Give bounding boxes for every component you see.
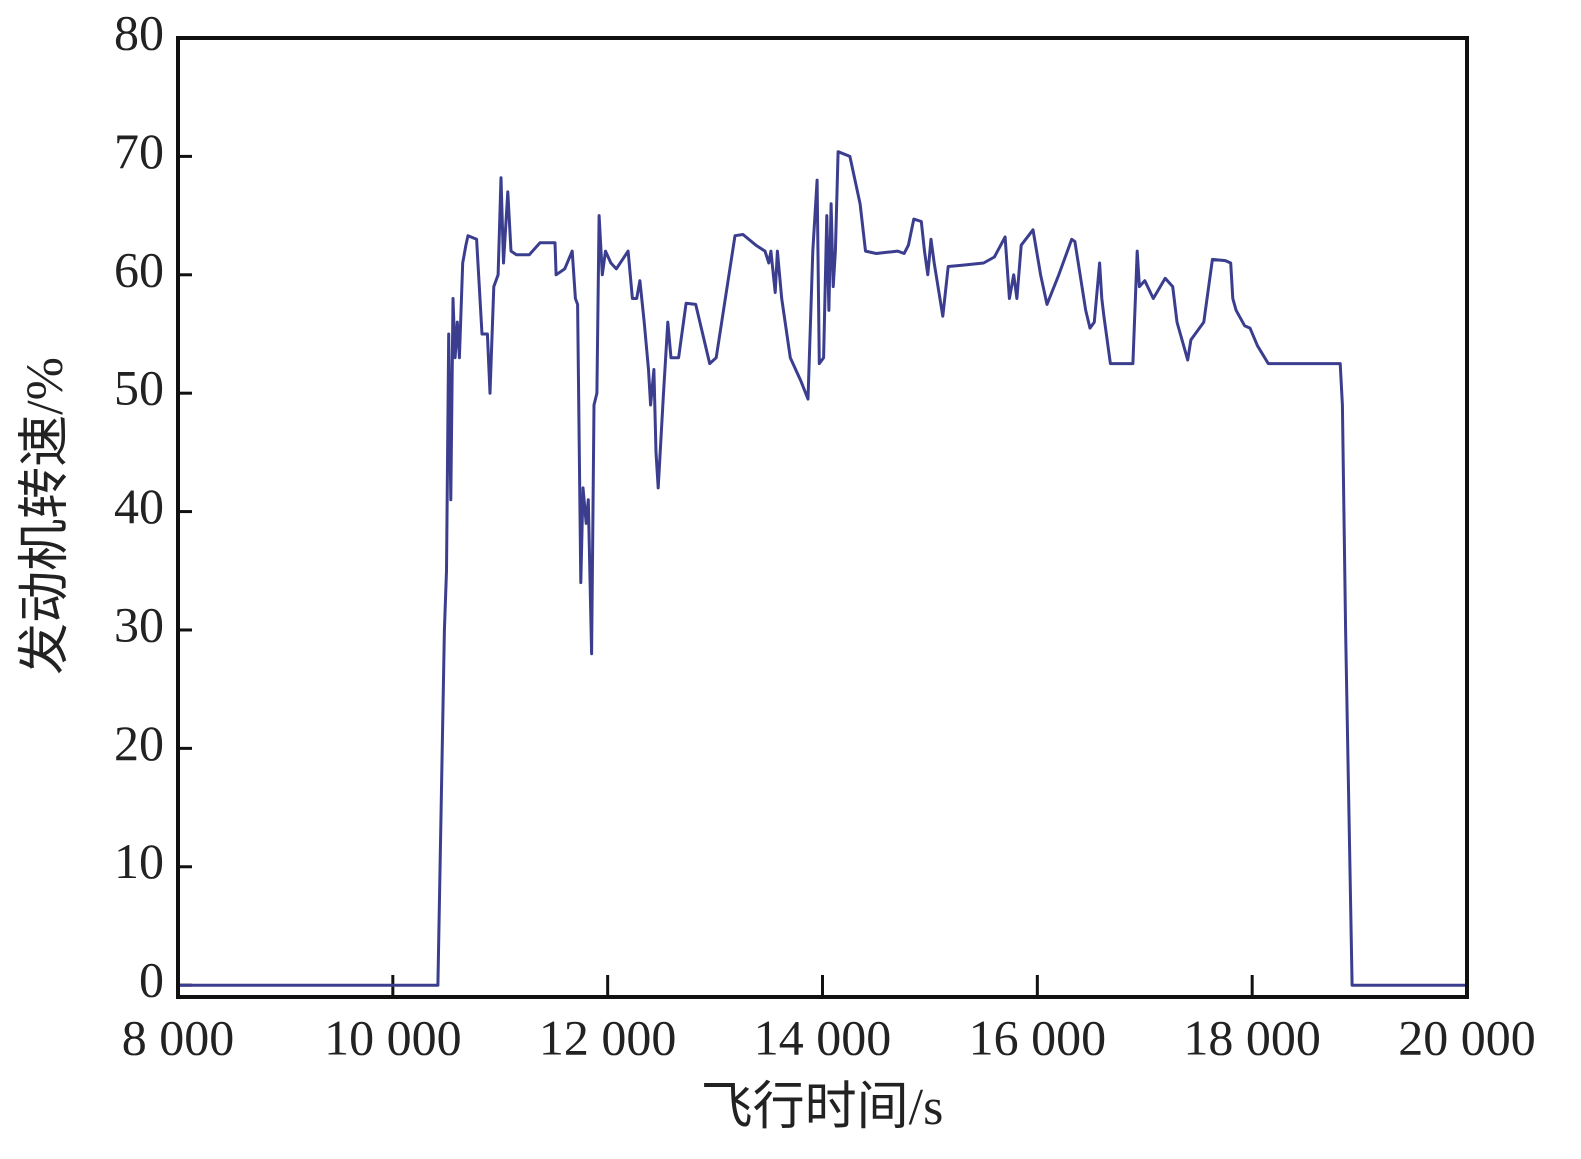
y-axis-title: 发动机转速/% [17, 357, 74, 675]
x-tick-label: 20 000 [1398, 1009, 1536, 1065]
y-tick-label: 60 [114, 241, 164, 297]
y-tick-label: 40 [114, 478, 164, 534]
y-tick-label: 80 [114, 4, 164, 60]
x-tick-label: 14 000 [754, 1009, 892, 1065]
plot-frame [176, 36, 1469, 999]
y-tick-label: 20 [114, 715, 164, 771]
x-tick-label: 18 000 [1183, 1009, 1321, 1065]
y-tick-label: 10 [114, 833, 164, 889]
y-tick-label: 50 [114, 360, 164, 416]
x-tick-label: 16 000 [969, 1009, 1107, 1065]
y-tick-label: 30 [114, 596, 164, 652]
x-tick-label: 12 000 [539, 1009, 677, 1065]
y-tick-label: 0 [139, 952, 164, 1008]
y-tick-label: 70 [114, 123, 164, 179]
data-line [178, 150, 1467, 987]
x-tick-label: 10 000 [324, 1009, 462, 1065]
x-axis-title: 飞行时间/s [701, 1079, 944, 1136]
x-tick-label: 8 000 [122, 1009, 235, 1065]
